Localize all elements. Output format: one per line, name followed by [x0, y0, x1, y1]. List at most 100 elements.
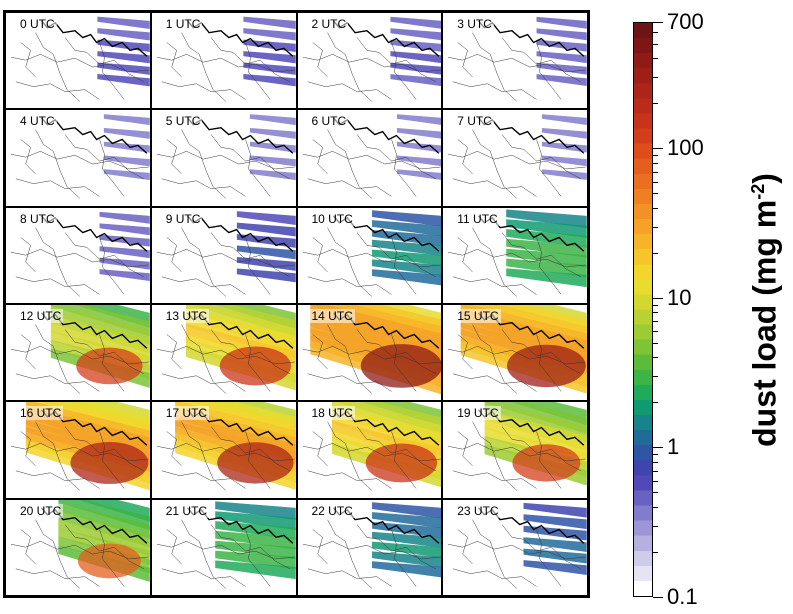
- colorbar-minor-tick: [653, 357, 658, 359]
- panel-time-label: 4 UTC: [18, 114, 57, 129]
- dust-field-map: [448, 402, 587, 491]
- map-panel: 12 UTC: [5, 304, 151, 402]
- map-panel-grid: 0 UTC 1 UTC 2 UTC 3 UTC 4 UTC 5 UTC 6 UTC 7 UTC…: [3, 10, 590, 598]
- colorbar-minor-tick: [653, 454, 658, 456]
- panel-time-label: 18 UTC: [309, 406, 355, 421]
- map-panel: 19 UTC: [442, 401, 588, 499]
- dust-field-map: [156, 210, 296, 297]
- map-panel: 3 UTC: [442, 12, 588, 110]
- colorbar-minor-tick: [653, 342, 658, 344]
- panel-time-label: 11 UTC: [455, 211, 500, 226]
- map-panel: 22 UTC: [296, 498, 443, 596]
- map-panel: 13 UTC: [150, 304, 297, 402]
- colorbar-minor-tick: [653, 43, 658, 45]
- panel-time-label: 22 UTC: [309, 503, 355, 518]
- colorbar-minor-tick: [653, 402, 658, 404]
- colorbar-minor-tick: [653, 551, 658, 553]
- dust-field-map: [156, 402, 296, 491]
- colorbar-minor-tick: [653, 58, 658, 60]
- dust-field-map: [302, 16, 442, 102]
- map-panel: 16 UTC: [5, 401, 151, 499]
- panel-time-label: 19 UTC: [455, 406, 501, 421]
- colorbar-minor-tick: [653, 304, 658, 306]
- colorbar-minor-tick: [653, 331, 658, 333]
- map-panel: 20 UTC: [5, 498, 151, 596]
- dust-field-map: [156, 16, 296, 102]
- dust-field-map: [448, 305, 587, 394]
- dust-field-map: [10, 305, 150, 394]
- map-panel: 9 UTC: [150, 206, 297, 304]
- map-panel: 1 UTC: [150, 12, 297, 110]
- colorbar-minor-tick: [653, 207, 658, 209]
- map-panel: 14 UTC: [296, 304, 443, 402]
- map-panel: 18 UTC: [296, 401, 443, 499]
- colorbar-minor-tick: [653, 162, 658, 164]
- colorbar-tick-label: 0.1: [667, 584, 698, 609]
- dust-field-map: [448, 16, 587, 102]
- panel-time-label: 14 UTC: [309, 309, 355, 323]
- dust-field-map: [448, 209, 587, 297]
- dust-field-map: [10, 16, 150, 102]
- colorbar-minor-tick: [653, 193, 658, 195]
- map-panel: 17 UTC: [150, 401, 297, 499]
- panel-time-label: 10 UTC: [309, 211, 355, 226]
- map-panel: 11 UTC: [442, 206, 588, 304]
- colorbar-minor-tick: [653, 480, 658, 482]
- dust-field-map: [10, 402, 150, 491]
- panel-time-label: 16 UTC: [18, 406, 64, 421]
- colorbar-major-tick: [653, 22, 663, 23]
- colorbar-minor-tick: [653, 492, 658, 494]
- colorbar-tick-label: 1: [667, 434, 680, 460]
- dust-field-map: [448, 114, 587, 199]
- panel-time-label: 1 UTC: [163, 17, 203, 31]
- panel-time-label: 7 UTC: [455, 114, 494, 129]
- dust-field-map: [156, 305, 296, 394]
- panel-time-label: 17 UTC: [163, 406, 210, 421]
- panel-time-label: 2 UTC: [309, 17, 349, 31]
- panel-time-label: 23 UTC: [455, 503, 501, 518]
- panel-time-label: 12 UTC: [18, 309, 64, 323]
- map-panel: 4 UTC: [5, 109, 151, 207]
- dust-field-map: [156, 501, 296, 589]
- dust-field-map: [302, 501, 442, 589]
- panel-time-label: 6 UTC: [309, 114, 349, 129]
- panel-time-label: 21 UTC: [163, 503, 210, 518]
- colorbar-minor-tick: [653, 103, 658, 105]
- colorbar-minor-tick: [653, 461, 658, 463]
- colorbar-minor-tick: [653, 525, 658, 527]
- map-panel: 10 UTC: [296, 206, 443, 304]
- colorbar-major-tick: [653, 148, 663, 150]
- colorbar-minor-tick: [653, 77, 658, 79]
- panel-time-label: 3 UTC: [455, 17, 494, 31]
- dust-field-map: [302, 114, 442, 199]
- map-panel: 7 UTC: [442, 109, 588, 207]
- colorbar-minor-tick: [653, 252, 658, 254]
- colorbar-minor-tick: [653, 506, 658, 508]
- colorbar-minor-tick: [653, 155, 658, 157]
- colorbar-tick-label: 100: [667, 135, 704, 161]
- colorbar-minor-tick: [653, 312, 658, 314]
- colorbar-tick-label: 10: [667, 284, 692, 310]
- map-panel: 6 UTC: [296, 109, 443, 207]
- panel-time-label: 15 UTC: [455, 309, 501, 323]
- panel-time-label: 13 UTC: [163, 309, 210, 323]
- map-panel: 15 UTC: [442, 304, 588, 402]
- map-panel: 5 UTC: [150, 109, 297, 207]
- map-panel: 21 UTC: [150, 498, 297, 596]
- map-panel: 23 UTC: [442, 498, 588, 596]
- colorbar: [633, 22, 653, 597]
- colorbar-title: dust load (mg m-2): [746, 173, 783, 447]
- colorbar-minor-tick: [653, 376, 658, 378]
- colorbar-major-tick: [653, 597, 663, 598]
- colorbar-major-tick: [653, 297, 663, 299]
- colorbar-minor-tick: [653, 32, 658, 33]
- panel-time-label: 0 UTC: [18, 17, 57, 31]
- colorbar-minor-tick: [653, 171, 658, 173]
- colorbar-minor-tick: [653, 181, 658, 183]
- panel-time-label: 5 UTC: [163, 114, 203, 129]
- dust-field-map: [10, 499, 150, 589]
- colorbar-tick-label: 700: [667, 9, 704, 34]
- colorbar-minor-tick: [653, 226, 658, 228]
- dust-field-map: [156, 114, 296, 199]
- map-panel: 2 UTC: [296, 12, 443, 110]
